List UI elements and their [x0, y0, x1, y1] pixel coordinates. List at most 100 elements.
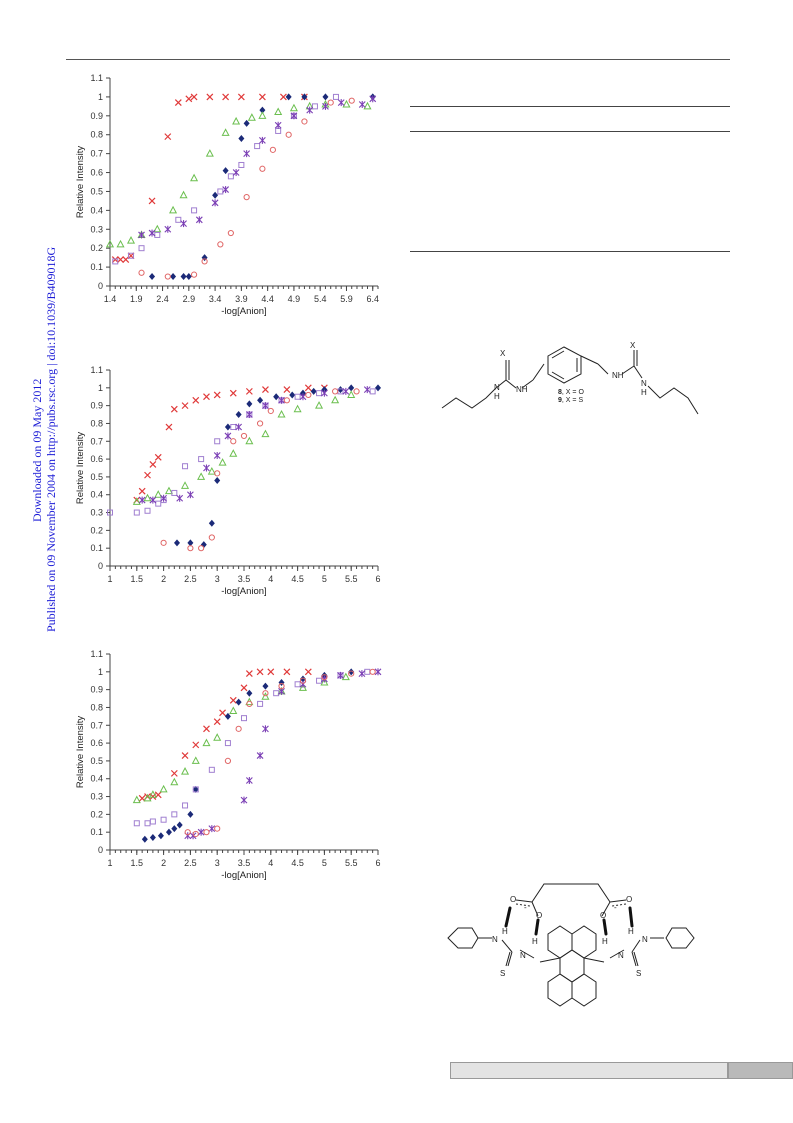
data-point-triangle	[197, 472, 206, 480]
data-point-diamond	[157, 832, 164, 840]
table-top-rule	[410, 106, 730, 107]
series-star	[138, 95, 377, 239]
series-x	[138, 668, 312, 802]
data-point-triangle	[289, 103, 298, 112]
data-point-x	[117, 256, 124, 263]
nh-left-2: NH	[516, 385, 528, 394]
data-point-circle	[348, 670, 355, 677]
data-point-triangle	[315, 401, 324, 409]
data-point-x	[258, 93, 266, 101]
chart-2: 0 0.1 0.2 0.3 0.4 0.5 0.6 0.7 0.8 0.9 1 1.1 1 1.5 2 2.5…	[72, 362, 384, 602]
n-atom-4: N	[642, 935, 648, 944]
data-point-triangle	[261, 429, 270, 438]
data-point-triangle	[164, 486, 173, 495]
x-tick-label: 2.9	[183, 294, 196, 304]
x-tick-label: 4.5	[291, 858, 304, 868]
data-point-star	[274, 121, 282, 129]
data-point-triangle	[320, 677, 329, 686]
data-point-diamond	[208, 519, 215, 527]
data-point-square	[138, 245, 145, 252]
sidebar-publication-link[interactable]: Published on 09 November 2004 on http://…	[44, 246, 58, 632]
data-point-triangle	[170, 777, 179, 786]
data-point-triangle	[148, 790, 157, 798]
data-point-square	[254, 143, 261, 150]
data-point-star	[306, 106, 314, 114]
data-point-circle	[217, 241, 224, 248]
data-point-x	[283, 386, 291, 394]
sidebar-citation: Downloaded on 09 May 2012 Published on 0…	[30, 247, 58, 632]
h-atom-2: H	[532, 937, 538, 946]
footer-page-tab	[728, 1062, 793, 1079]
data-point-x	[122, 256, 130, 263]
data-point-diamond	[171, 825, 178, 833]
series-circle	[138, 97, 355, 280]
data-point-circle	[214, 825, 221, 832]
data-point-star	[256, 752, 264, 760]
data-point-diamond	[235, 411, 242, 419]
y-tick-label: 0.7	[90, 149, 103, 159]
x-tick-label: 5.5	[345, 574, 358, 584]
data-point-square	[294, 681, 301, 688]
h-atom-3: H	[602, 937, 608, 946]
data-point-diamond	[222, 167, 229, 175]
o-atom-4: O	[626, 895, 632, 904]
h-left-1: H	[494, 392, 500, 401]
data-point-star	[321, 389, 328, 397]
y-tick-label: 0.4	[90, 205, 103, 215]
x-tick-label: 2	[161, 858, 166, 868]
data-point-square	[311, 103, 318, 110]
y-tick-label: 0.7	[90, 436, 103, 446]
data-point-triangle	[341, 672, 350, 681]
y-tick-label: 1.1	[90, 365, 103, 375]
series-triangle	[132, 390, 356, 505]
data-point-triangle	[274, 107, 283, 116]
data-point-star	[337, 99, 345, 107]
y-tick-label: 0	[98, 561, 103, 571]
y-tick-label: 0.5	[90, 186, 103, 196]
series-square	[112, 93, 339, 265]
y-tick-label: 1	[98, 667, 103, 677]
data-point-x	[245, 670, 253, 678]
data-point-triangle	[154, 490, 163, 498]
data-point-circle	[230, 438, 237, 445]
chart-1-svg: 0 0.1 0.2 0.3 0.4 0.5 0.6 0.7 0.8 0.9 1 1.1 1.4 1.9 2.…	[75, 73, 379, 317]
series-diamond	[149, 93, 376, 281]
y-tick-label: 1.1	[90, 73, 103, 83]
label-9: 9	[558, 397, 562, 404]
data-point-star	[322, 102, 329, 110]
data-point-x	[213, 391, 221, 399]
data-point-circle	[224, 757, 232, 765]
h-atom-1: H	[502, 927, 508, 936]
data-point-x	[181, 402, 189, 410]
data-point-triangle	[181, 481, 190, 489]
data-point-star	[138, 231, 145, 239]
structure-8-9: X X N H NH NH N H 8, X = O 9, X = S	[436, 336, 706, 431]
y-tick-label: 0.8	[90, 702, 103, 712]
data-point-x	[203, 725, 210, 733]
series-x	[133, 384, 328, 504]
x-tick-label: 6.4	[366, 294, 379, 304]
data-point-triangle	[116, 239, 125, 248]
data-point-triangle	[190, 173, 199, 182]
data-point-x	[144, 471, 151, 479]
y-tick-label: 0	[98, 281, 103, 291]
data-point-star	[321, 675, 328, 683]
data-point-diamond	[262, 682, 269, 690]
data-point-diamond	[289, 391, 296, 399]
structure-anthracene-host: O O O O - - H H H H N N N N S S	[440, 878, 700, 1025]
y-tick-label: 0.3	[90, 792, 103, 802]
data-point-square	[133, 509, 140, 516]
data-point-diamond	[285, 93, 292, 101]
x-tick-label: 4.4	[261, 294, 274, 304]
data-point-square	[107, 509, 113, 516]
data-point-star	[180, 220, 187, 228]
data-point-square	[230, 424, 237, 431]
data-point-square	[182, 802, 189, 809]
data-point-square	[149, 818, 156, 825]
data-point-circle	[301, 118, 308, 125]
y-axis-label: Relative Intensity	[75, 146, 86, 219]
data-point-square	[155, 500, 162, 507]
data-point-star	[208, 825, 216, 833]
data-point-diamond	[322, 93, 329, 101]
data-point-circle	[192, 830, 199, 838]
